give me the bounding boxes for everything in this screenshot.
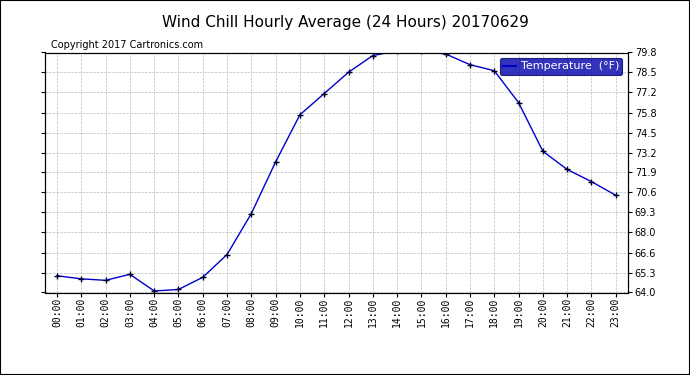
Text: Wind Chill Hourly Average (24 Hours) 20170629: Wind Chill Hourly Average (24 Hours) 201… [161, 15, 529, 30]
Text: Copyright 2017 Cartronics.com: Copyright 2017 Cartronics.com [50, 40, 203, 50]
Legend: Temperature  (°F): Temperature (°F) [500, 58, 622, 75]
